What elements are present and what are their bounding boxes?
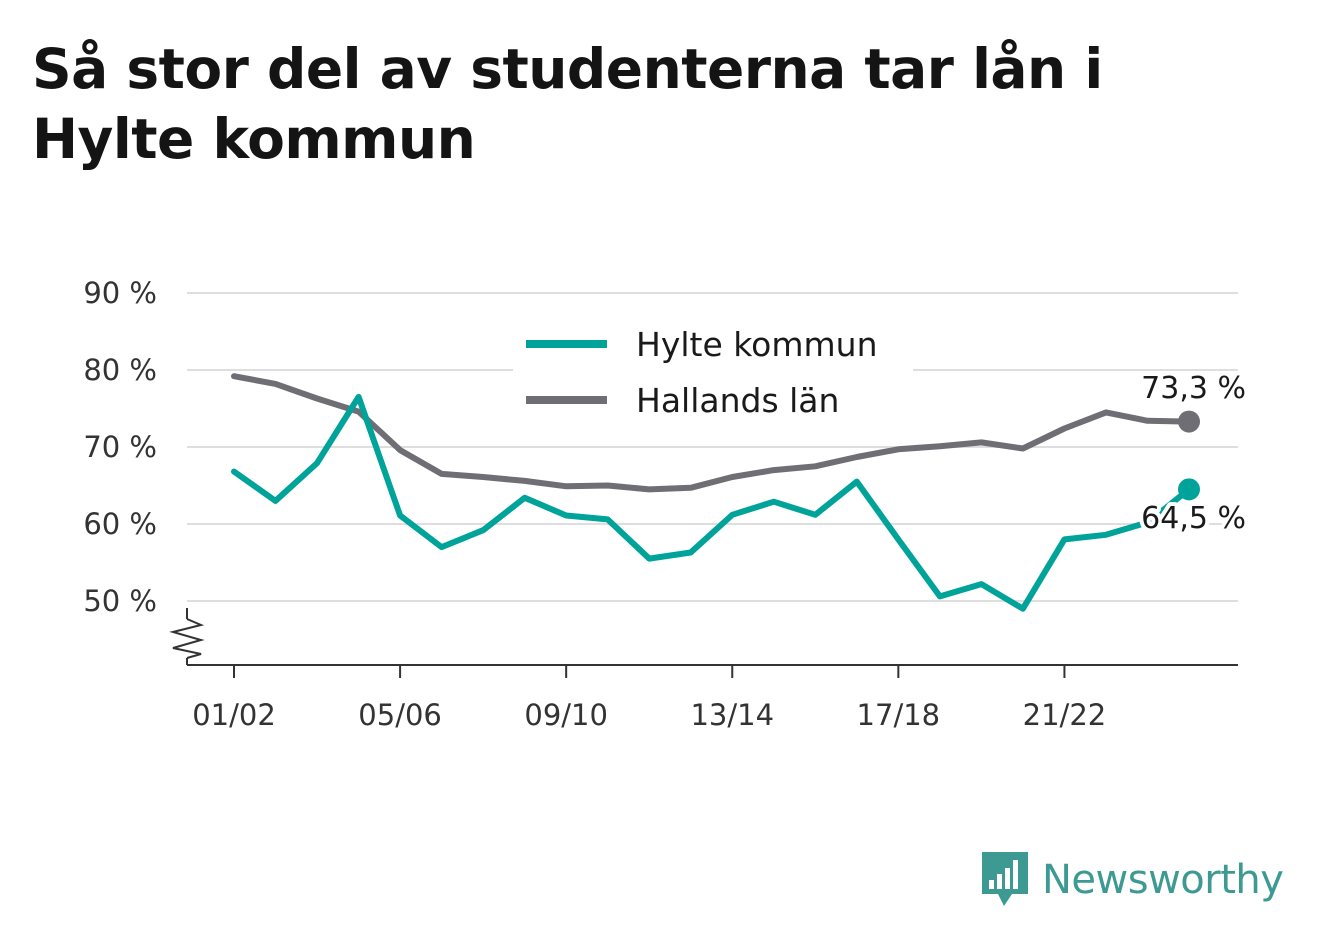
y-tick-label: 70 % xyxy=(83,430,157,464)
newsworthy-logo-icon xyxy=(982,852,1028,906)
y-tick-label: 80 % xyxy=(83,353,157,387)
series-line-halland xyxy=(231,373,1192,493)
legend-label-halland: Hallands län xyxy=(636,381,839,420)
y-axis-break-icon xyxy=(169,618,205,659)
series-line-hylte xyxy=(231,393,1192,612)
x-axis-ticks: 01/02 05/06 09/10 13/14 17/18 21/22 xyxy=(192,665,1106,732)
y-tick-label: 60 % xyxy=(83,507,157,541)
series-endpoints xyxy=(1178,410,1200,501)
end-label-hylte: 64,5 % xyxy=(1141,501,1246,536)
legend-label-hylte: Hylte kommun xyxy=(636,325,878,364)
legend: Hylte kommun Hallands län xyxy=(513,318,913,428)
x-tick-label: 01/02 xyxy=(192,698,276,732)
gridlines xyxy=(187,292,1238,602)
x-tick-label: 09/10 xyxy=(524,698,608,732)
series-endpoint-halland xyxy=(1178,410,1200,433)
series-endpoint-hylte xyxy=(1178,478,1200,501)
series-lines xyxy=(231,373,1192,612)
x-tick-label: 21/22 xyxy=(1023,698,1107,732)
chart-title: Så stor del av studenterna tar lån i Hyl… xyxy=(32,37,1103,171)
y-tick-label: 50 % xyxy=(83,584,157,618)
x-tick-label: 13/14 xyxy=(690,698,774,732)
end-labels: 73,3 % 64,5 % xyxy=(1137,367,1250,540)
legend-background xyxy=(513,318,913,428)
end-label-halland: 73,3 % xyxy=(1141,371,1246,406)
x-tick-label: 17/18 xyxy=(857,698,941,732)
y-tick-label: 90 % xyxy=(83,276,157,310)
brand-name: Newsworthy xyxy=(1042,857,1284,903)
brand-logo: Newsworthy xyxy=(980,850,1284,910)
axes xyxy=(169,608,1238,666)
x-tick-label: 05/06 xyxy=(358,698,442,732)
y-axis-tick-labels: 50 % 60 % 70 % 80 % 90 % xyxy=(83,276,157,618)
